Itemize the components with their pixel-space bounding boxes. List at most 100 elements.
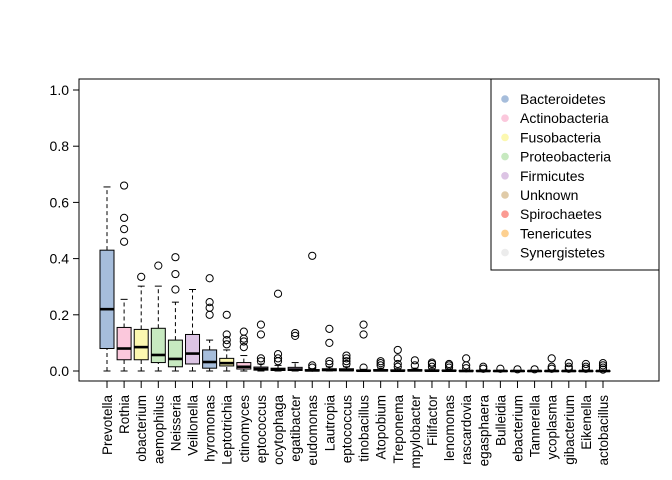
outlier-point — [120, 181, 129, 190]
outlier-point — [427, 362, 437, 371]
outlier-point — [137, 272, 146, 281]
legend-label: Proteobacteria — [520, 149, 611, 165]
outlier-point — [547, 362, 556, 371]
outlier-point — [530, 365, 539, 374]
y-tick-label: 0.0 — [50, 363, 70, 379]
x-tick-label: actobacillus — [596, 395, 611, 466]
box-24 — [509, 365, 525, 374]
outlier-point — [581, 359, 590, 369]
y-axis: 0.0 0.2 0.4 0.6 0.8 1.0 — [50, 82, 80, 379]
iqr-box — [99, 249, 115, 350]
outlier-point — [410, 361, 419, 370]
legend-swatch — [501, 172, 509, 180]
outlier-point — [239, 327, 248, 336]
outlier-point — [496, 364, 505, 373]
box-7 — [219, 310, 235, 372]
legend-swatch — [501, 229, 509, 238]
outlier-point — [376, 357, 385, 366]
outlier-point — [205, 274, 214, 283]
legend-label: Unknown — [520, 187, 578, 203]
x-tick-label: eptococcus — [254, 395, 269, 464]
legend-swatch — [501, 114, 509, 122]
outlier-point — [342, 354, 351, 363]
boxes-layer — [99, 181, 611, 374]
box-1 — [116, 181, 132, 372]
outlier-point — [256, 357, 266, 366]
outlier-point — [393, 359, 402, 369]
outlier-point — [393, 354, 402, 363]
x-tick-label: aemophilus — [151, 395, 166, 464]
outlier-point — [120, 224, 129, 234]
outlier-point — [598, 361, 608, 370]
outlier-point — [410, 356, 419, 365]
outlier-point — [120, 237, 129, 246]
outlier-point — [205, 298, 214, 307]
outlier-point — [598, 363, 608, 372]
box-3 — [150, 261, 166, 372]
outlier-point — [291, 331, 300, 340]
x-tick-label: Veillonella — [186, 395, 201, 456]
legend-swatch — [501, 248, 509, 257]
legend-label: Tenericutes — [520, 225, 592, 241]
outlier-point — [239, 337, 248, 346]
outlier-point — [547, 354, 556, 363]
outlier-point — [205, 310, 214, 319]
x-tick-label: Rothia — [117, 395, 132, 435]
box-16 — [373, 357, 389, 372]
x-tick-label: Bulleidia — [493, 395, 508, 447]
x-tick-label: tinobacillus — [357, 395, 372, 462]
outlier-point — [205, 303, 214, 312]
outlier-point — [325, 359, 334, 369]
outlier-point — [479, 364, 488, 373]
outlier-point — [154, 261, 163, 270]
box-9 — [253, 320, 269, 372]
legend-swatch — [501, 191, 509, 199]
outlier-point — [444, 363, 454, 372]
box-28 — [578, 359, 594, 373]
x-tick-label: Treponema — [391, 395, 406, 464]
x-tick-label: Leptotrichia — [220, 395, 235, 465]
outlier-point — [564, 359, 573, 368]
x-tick-label: egasphaera — [476, 395, 491, 467]
iqr-box — [202, 349, 218, 369]
x-tick-label: Tannerella — [528, 395, 543, 458]
box-4 — [167, 253, 183, 372]
outlier-point — [222, 330, 231, 339]
outlier-point — [479, 362, 488, 371]
outlier-point — [598, 359, 608, 368]
y-tick-label: 0.8 — [50, 138, 70, 154]
x-tick-label: rascardovia — [459, 395, 474, 465]
box-13 — [321, 324, 337, 372]
x-tick-label: ebacterium — [510, 395, 525, 462]
x-tick-label: Neisseria — [168, 395, 183, 452]
outlier-point — [427, 358, 437, 367]
outlier-point — [342, 359, 351, 369]
x-tick-label: egatibacter — [288, 394, 303, 461]
box-12 — [304, 251, 320, 372]
legend-label: Firmicutes — [520, 168, 585, 184]
box-21 — [458, 354, 474, 373]
y-tick-label: 1.0 — [50, 82, 70, 98]
legend-swatch — [501, 210, 509, 218]
x-tick-label: Lautropia — [322, 395, 337, 452]
outlier-point — [376, 359, 385, 368]
box-29 — [595, 359, 611, 374]
x-tick-label: ocytophaga — [271, 395, 286, 465]
outlier-point — [222, 310, 231, 319]
box-25 — [527, 365, 543, 374]
outlier-point — [581, 362, 590, 371]
box-6 — [202, 274, 218, 372]
outlier-point — [239, 343, 248, 352]
outlier-point — [273, 350, 283, 359]
iqr-box — [133, 328, 149, 361]
box-5 — [185, 289, 201, 372]
y-tick-label: 0.2 — [50, 307, 70, 323]
iqr-box — [185, 333, 201, 365]
outlier-point — [564, 362, 573, 371]
box-23 — [492, 364, 508, 373]
legend-label: Bacteroidetes — [520, 91, 606, 107]
y-tick-label: 0.4 — [50, 251, 70, 267]
outlier-point — [120, 213, 129, 222]
outlier-point — [342, 351, 351, 360]
outlier-point — [325, 338, 334, 347]
